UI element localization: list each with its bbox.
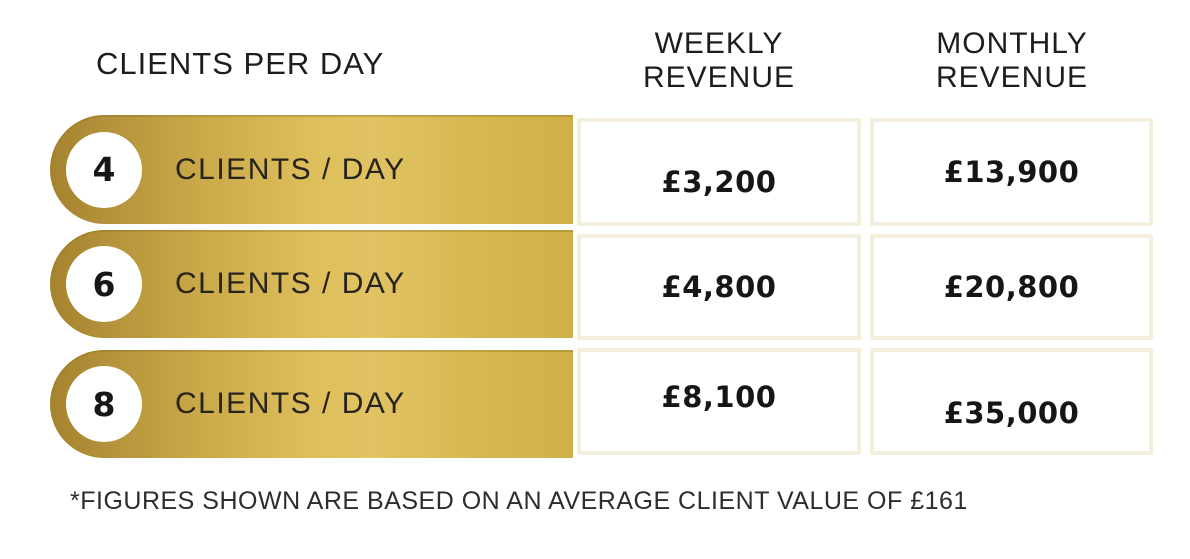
- monthly-revenue-value: £35,000: [943, 395, 1080, 430]
- footnote: *FIGURES SHOWN ARE BASED ON AN AVERAGE C…: [70, 487, 968, 515]
- clients-count: 8: [92, 384, 116, 424]
- page-title: CLIENTS PER DAY: [96, 46, 385, 81]
- column-header-weekly: WEEKLY REVENUE: [578, 27, 860, 95]
- column-header-monthly-line2: REVENUE: [935, 61, 1089, 94]
- weekly-revenue-cell: £4,800: [577, 234, 861, 340]
- clients-per-day-label: CLIENTS / DAY: [175, 152, 406, 186]
- monthly-revenue-cell: £20,800: [870, 234, 1153, 340]
- column-header-weekly-line2: REVENUE: [642, 61, 796, 94]
- clients-count: 4: [92, 150, 116, 189]
- clients-count-badge: 4: [66, 131, 142, 208]
- monthly-revenue-value: £13,900: [943, 155, 1080, 189]
- weekly-revenue-value: £3,200: [661, 165, 777, 199]
- clients-count: 6: [92, 264, 116, 304]
- column-header-monthly: MONTHLY REVENUE: [871, 27, 1153, 95]
- weekly-revenue-value: £8,100: [661, 379, 777, 414]
- weekly-revenue-cell: £8,100: [577, 348, 861, 455]
- monthly-revenue-cell: £35,000: [870, 348, 1153, 455]
- table-row-bar-8-clients: 8 CLIENTS / DAY: [50, 350, 573, 458]
- clients-per-day-label: CLIENTS / DAY: [175, 387, 406, 420]
- clients-count-badge: 8: [66, 366, 142, 442]
- table-row-bar-6-clients: 6 CLIENTS / DAY: [50, 230, 573, 338]
- column-header-weekly-line1: WEEKLY: [654, 27, 784, 60]
- table-row-bar-4-clients: 4 CLIENTS / DAY: [50, 115, 573, 224]
- monthly-revenue-value: £20,800: [943, 270, 1080, 304]
- weekly-revenue-value: £4,800: [661, 270, 777, 304]
- monthly-revenue-cell: £13,900: [870, 118, 1153, 226]
- column-header-monthly-line1: MONTHLY: [936, 27, 1088, 60]
- weekly-revenue-cell: £3,200: [577, 118, 861, 226]
- clients-per-day-label: CLIENTS / DAY: [175, 267, 406, 300]
- clients-count-badge: 6: [66, 246, 142, 322]
